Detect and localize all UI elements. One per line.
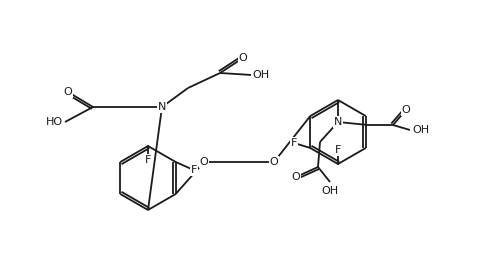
Text: OH: OH — [252, 70, 269, 80]
Text: F: F — [291, 138, 297, 148]
Text: O: O — [200, 157, 208, 167]
Text: O: O — [239, 53, 247, 63]
Text: O: O — [64, 87, 72, 97]
Text: OH: OH — [321, 186, 339, 196]
Text: O: O — [401, 105, 410, 115]
Text: O: O — [270, 157, 278, 167]
Text: HO: HO — [46, 117, 63, 127]
Text: O: O — [292, 172, 300, 182]
Text: N: N — [334, 117, 342, 127]
Text: N: N — [158, 102, 166, 112]
Text: F: F — [335, 145, 341, 155]
Text: F: F — [191, 165, 197, 175]
Text: OH: OH — [412, 125, 429, 135]
Text: F: F — [145, 155, 151, 165]
